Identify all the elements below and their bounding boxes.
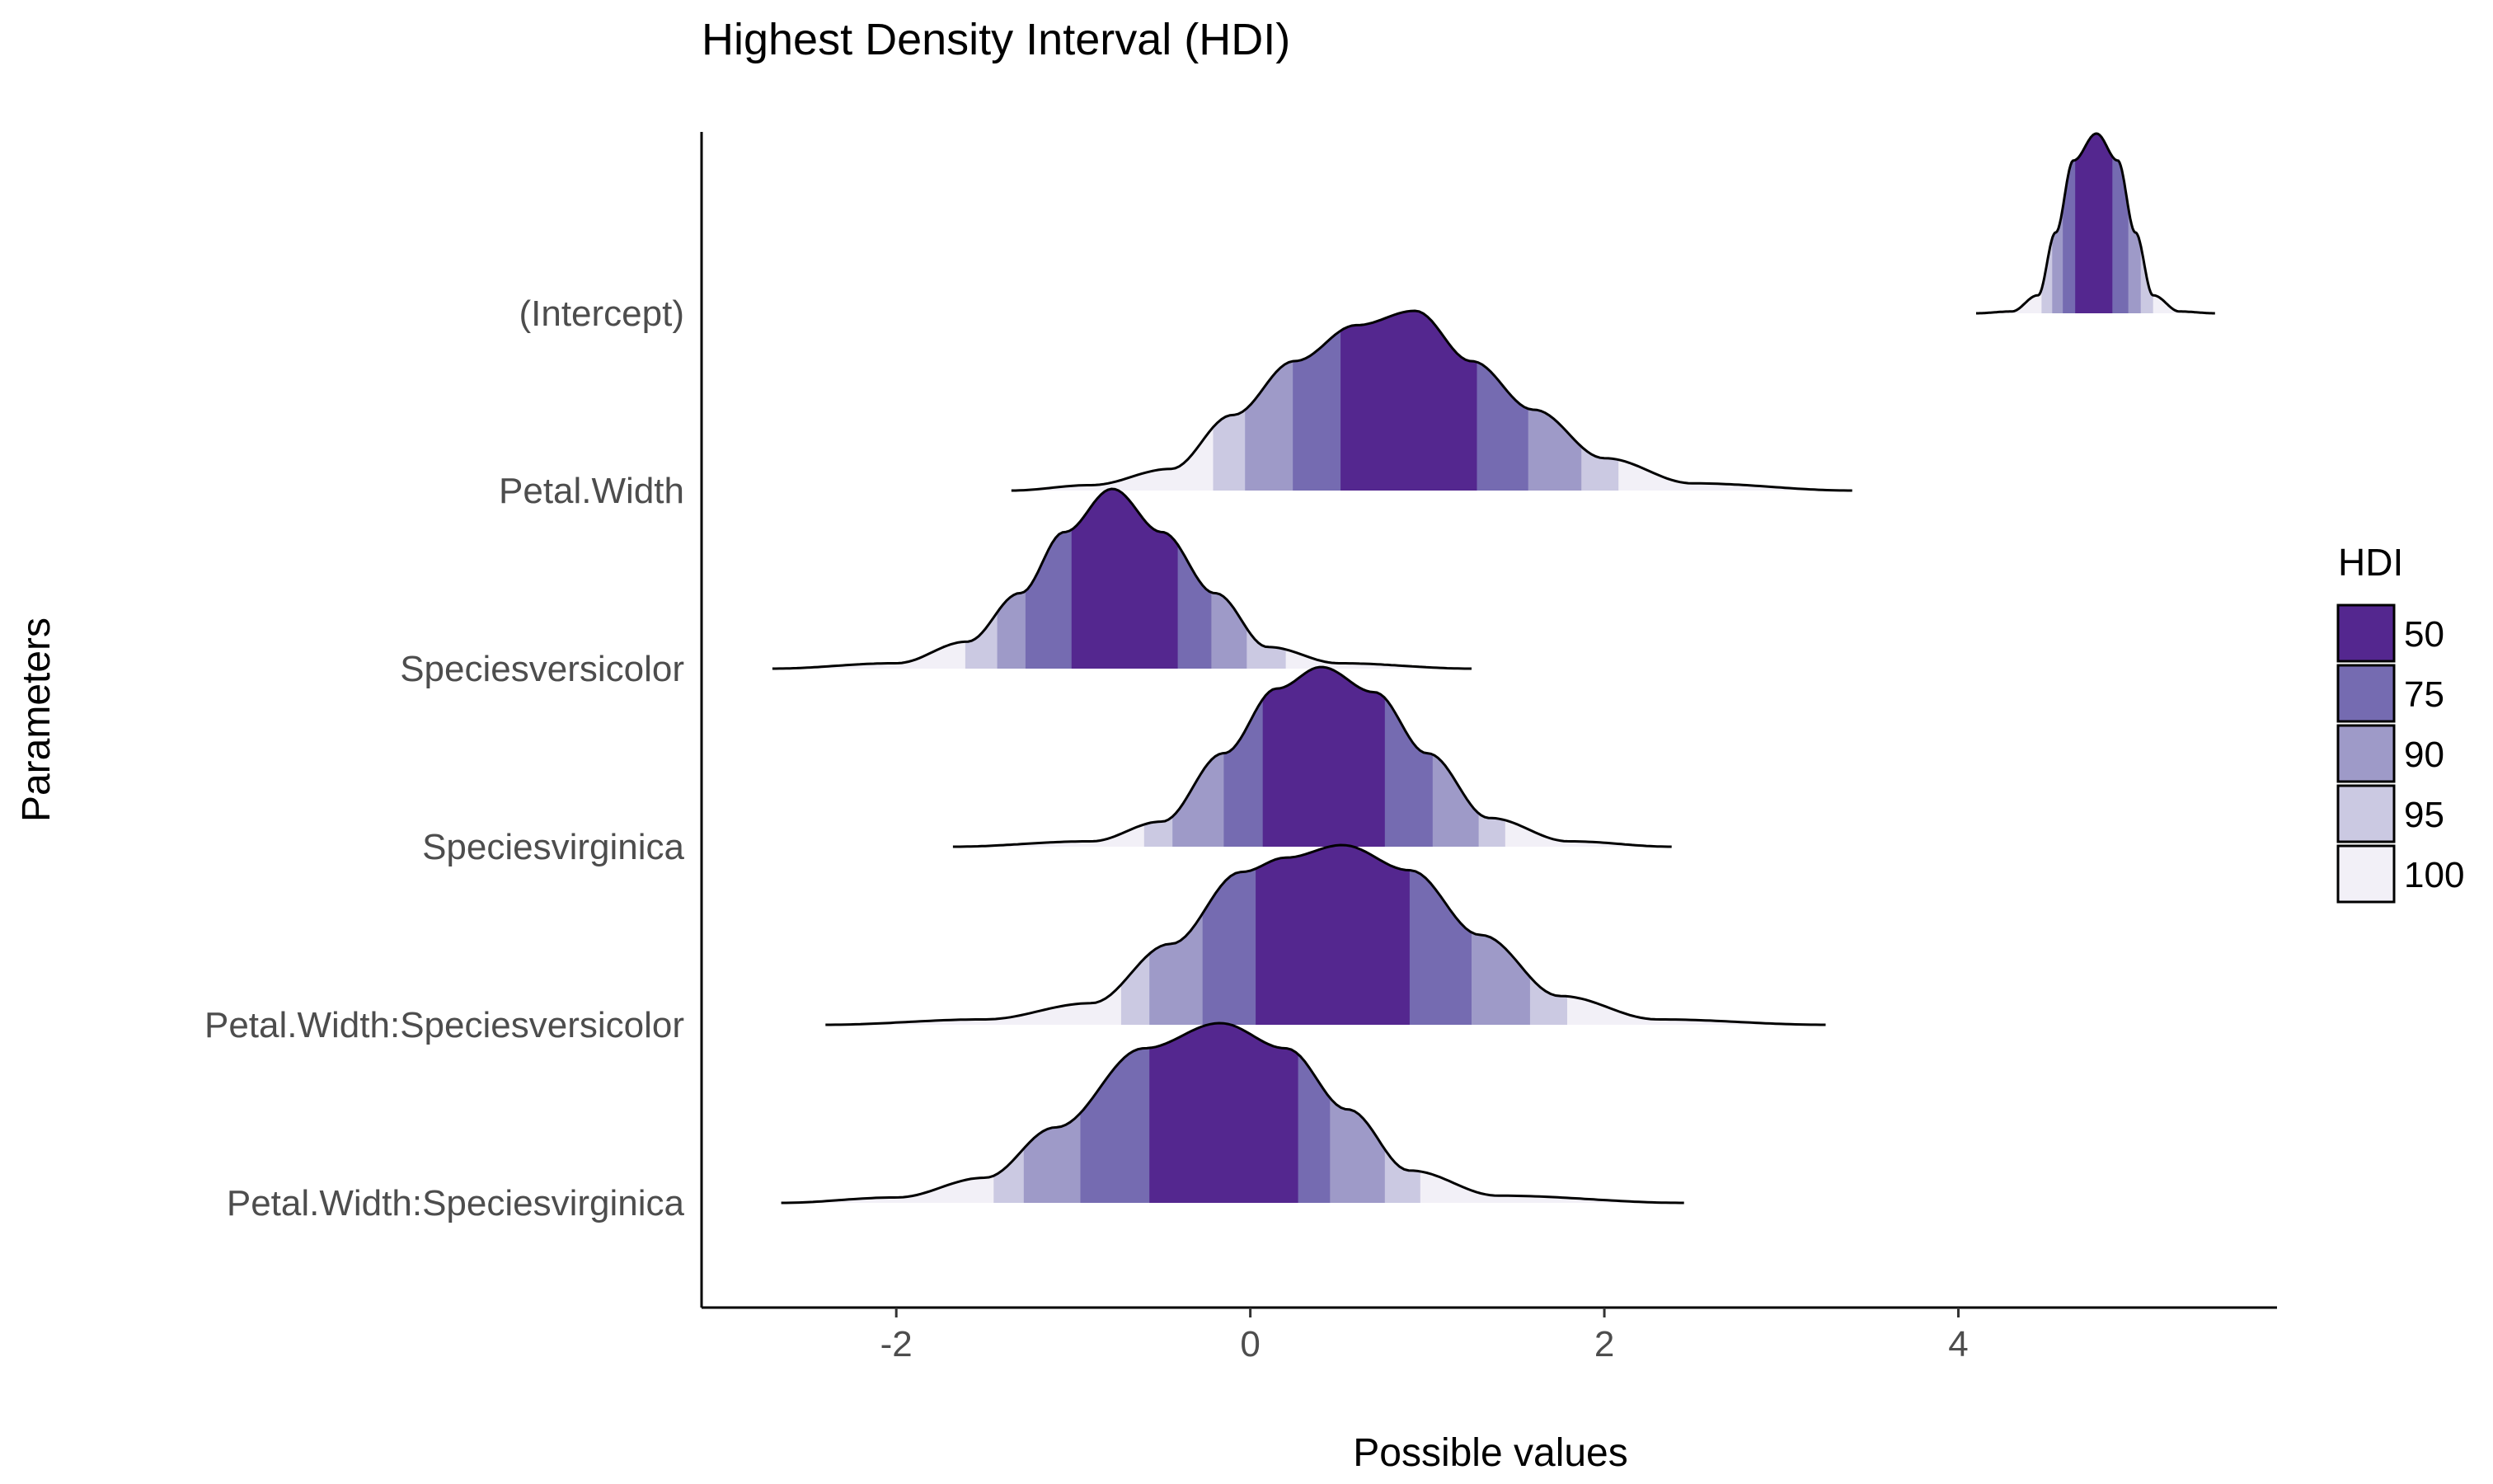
hdi-50-band (1149, 1023, 1298, 1203)
x-tick-label: -2 (880, 1324, 913, 1364)
x-tick-label: 2 (1594, 1324, 1614, 1364)
y-tick-label: Speciesversicolor (400, 649, 684, 689)
ridge-5 (781, 1021, 1684, 1205)
legend-swatch-95 (2336, 784, 2396, 843)
y-axis-title: Parameters (15, 618, 59, 822)
ridge-4 (825, 843, 1826, 1026)
x-tick-labels: -2 0 2 4 (880, 1308, 1969, 1364)
y-tick-label: (Intercept) (519, 294, 684, 334)
hdi-50-band (2075, 134, 2113, 313)
legend-entries: 50 75 90 95 100 (2336, 603, 2464, 904)
x-axis-title: Possible values (1353, 1431, 1628, 1475)
density-outline (781, 1021, 1684, 1205)
legend: HDI 50 75 90 95 100 (2336, 541, 2464, 904)
legend-label-90: 90 (2404, 735, 2444, 775)
y-tick-label: Petal.Width (499, 471, 684, 511)
y-tick-label: Speciesvirginica (422, 827, 684, 867)
ridges-layer (772, 132, 2215, 1205)
ridge-0 (1976, 132, 2215, 315)
density-outline (1976, 132, 2215, 315)
legend-label-75: 75 (2404, 674, 2444, 715)
legend-swatch-75 (2336, 664, 2396, 723)
legend-swatch-100 (2336, 844, 2396, 904)
density-outline (825, 843, 1826, 1026)
hdi-50-band (1071, 489, 1178, 669)
legend-swatch-90 (2336, 724, 2396, 783)
ridge-2 (772, 487, 1472, 670)
y-tick-labels: (Intercept) Petal.Width Speciesversicolor S… (204, 294, 685, 1223)
density-outline (1011, 309, 1852, 492)
hdi-50-band (1262, 667, 1385, 847)
y-tick-label: Petal.Width:Speciesversicolor (204, 1005, 684, 1045)
ridge-3 (952, 665, 1672, 848)
density-outline (952, 665, 1672, 848)
y-tick-label: Petal.Width:Speciesvirginica (227, 1183, 685, 1223)
hdi-50-band (1256, 845, 1410, 1025)
legend-label-50: 50 (2404, 614, 2444, 655)
legend-label-95: 95 (2404, 795, 2444, 835)
density-outline (772, 487, 1472, 670)
x-tick-label: 4 (1948, 1324, 1968, 1364)
legend-title: HDI (2338, 541, 2403, 584)
legend-label-100: 100 (2404, 855, 2464, 895)
legend-swatch-50 (2336, 603, 2396, 663)
chart-title: Highest Density Interval (HDI) (702, 15, 1290, 64)
hdi-50-band (1340, 311, 1477, 491)
x-tick-label: 0 (1240, 1324, 1260, 1364)
ridge-1 (1011, 309, 1852, 492)
